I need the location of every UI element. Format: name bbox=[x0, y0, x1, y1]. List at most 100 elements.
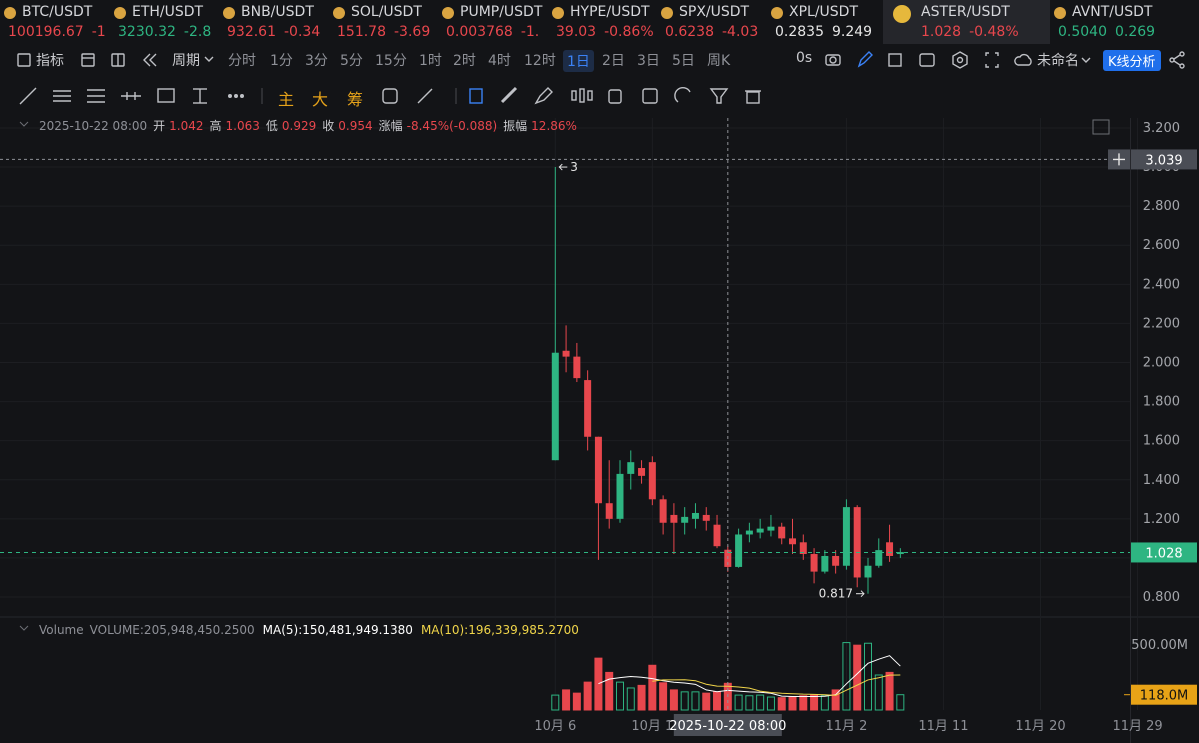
y-tick-label: 2.000 bbox=[1143, 355, 1180, 370]
candle-body bbox=[691, 512, 699, 519]
interval-button[interactable]: 1分 bbox=[270, 53, 293, 69]
interval-button[interactable]: 2日 bbox=[602, 53, 625, 69]
candle-body bbox=[713, 524, 721, 547]
analysis-button[interactable]: K线分析 bbox=[1103, 50, 1161, 71]
ticker-name: HYPE/USDT bbox=[570, 4, 650, 20]
info-open: 1.042 bbox=[169, 119, 203, 133]
ticker-tab[interactable]: AVNT/USDT 0.5040 0.269 bbox=[1050, 0, 1160, 44]
interval-button[interactable]: 周K bbox=[707, 53, 731, 69]
interval-button[interactable]: 12时 bbox=[524, 53, 556, 69]
volume-bar bbox=[788, 696, 797, 711]
candle-body bbox=[778, 526, 786, 539]
info-amplitude: 12.86% bbox=[531, 119, 577, 133]
volume-bar bbox=[605, 671, 614, 711]
candle-body bbox=[864, 565, 872, 578]
y-tick-label: 2.600 bbox=[1143, 238, 1180, 253]
ticker-tab[interactable]: ETH/USDT 3230.32 -2.8 bbox=[110, 0, 220, 44]
ticker-price: 3230.32 bbox=[118, 24, 176, 40]
ticker-quote: 3230.32 -2.8 bbox=[118, 24, 211, 40]
ticker-tab[interactable]: BTC/USDT 100196.67 -1 bbox=[0, 0, 110, 44]
indicator-button[interactable]: 指标 bbox=[36, 53, 64, 69]
candle-body bbox=[735, 534, 743, 567]
ticker-quote: 151.78 -3.69 bbox=[337, 24, 430, 40]
interval-button[interactable]: 1日 bbox=[563, 50, 594, 72]
volume-bar bbox=[680, 691, 689, 711]
drawing-tool-label[interactable]: 主 bbox=[278, 90, 295, 109]
volume-bar bbox=[799, 695, 808, 711]
candle-body bbox=[821, 555, 829, 572]
candle-body bbox=[562, 350, 570, 357]
drawing-tool-label[interactable]: 筹 bbox=[347, 90, 364, 109]
drawing-tool-label[interactable]: 大 bbox=[312, 90, 329, 109]
y-tick-label: 1.800 bbox=[1143, 395, 1180, 410]
volume-tag-label: 118.0M bbox=[1140, 689, 1188, 704]
interval-button[interactable]: 2时 bbox=[453, 53, 476, 69]
candle-body bbox=[875, 550, 883, 566]
interval-button[interactable]: 分时 bbox=[228, 53, 256, 69]
ticker-tab[interactable]: SPX/USDT 0.6238 -4.03 bbox=[657, 0, 767, 44]
candle-body bbox=[681, 516, 689, 523]
collapse-icon bbox=[19, 625, 29, 631]
ticker-quote: 0.6238 -4.03 bbox=[665, 24, 758, 40]
ticker-tab[interactable]: XPL/USDT 0.2835 9.249 bbox=[767, 0, 877, 44]
candle-body bbox=[799, 542, 807, 555]
volume-bar bbox=[713, 691, 722, 711]
interval-button[interactable]: 5分 bbox=[340, 53, 363, 69]
interval-button[interactable]: 1时 bbox=[419, 53, 442, 69]
collapse-icon bbox=[19, 121, 29, 127]
ticker-quote: 100196.67 -1 bbox=[8, 24, 106, 40]
crosshair-date-tag bbox=[673, 714, 782, 736]
ticker-icon bbox=[893, 5, 911, 23]
ticker-price: 0.2835 bbox=[775, 24, 824, 40]
x-tick-label: 11月 2 bbox=[825, 719, 867, 734]
ticker-quote: 932.61 -0.34 bbox=[227, 24, 320, 40]
volume-bar bbox=[648, 664, 657, 711]
volume-bar bbox=[669, 689, 678, 711]
interval-button[interactable]: 4时 bbox=[488, 53, 511, 69]
candle-body bbox=[594, 436, 602, 504]
ticker-tab[interactable]: BNB/USDT 932.61 -0.34 bbox=[219, 0, 329, 44]
ticker-tab[interactable]: ASTER/USDT 1.028 -0.48% bbox=[883, 0, 1050, 44]
info-low: 0.929 bbox=[282, 119, 316, 133]
interval-button[interactable]: 5日 bbox=[672, 53, 695, 69]
ticker-change: -0.86% bbox=[604, 24, 654, 40]
period-button[interactable]: 周期 bbox=[172, 53, 200, 69]
ticker-name: BTC/USDT bbox=[22, 4, 93, 20]
candle-body bbox=[853, 507, 861, 578]
volume-bar bbox=[896, 694, 905, 711]
ticker-name: ETH/USDT bbox=[132, 4, 204, 20]
candle-body bbox=[648, 462, 656, 500]
volume-bar bbox=[831, 689, 840, 711]
interval-button[interactable]: 15分 bbox=[375, 53, 407, 69]
ticker-name: XPL/USDT bbox=[789, 4, 859, 20]
candle-body bbox=[670, 514, 678, 523]
high-arrow-head bbox=[558, 163, 563, 171]
ticker-tab[interactable]: HYPE/USDT 39.03 -0.86% bbox=[548, 0, 658, 44]
volume-ma10: MA(10):196,339,985.2700 bbox=[421, 623, 579, 637]
ticker-change: -3.69 bbox=[394, 24, 431, 40]
volume-title: Volume bbox=[39, 623, 84, 637]
ticker-tab[interactable]: SOL/USDT 151.78 -3.69 bbox=[329, 0, 439, 44]
info-date: 2025-10-22 08:00 bbox=[39, 119, 147, 133]
y-tick-label: 1.600 bbox=[1143, 434, 1180, 449]
ticker-quote: 0.003768 -1. bbox=[446, 24, 539, 40]
candle-body bbox=[605, 503, 613, 519]
ohlc-info: 2025-10-22 08:00 开 1.042 高 1.063 低 0.929 收 0.954… bbox=[39, 118, 577, 133]
candle-body bbox=[627, 462, 635, 474]
ticker-quote: 39.03 -0.86% bbox=[556, 24, 654, 40]
ticker-tab[interactable]: PUMP/USDT 0.003768 -1. bbox=[438, 0, 548, 44]
volume-bar bbox=[702, 692, 711, 711]
toolbar-icons bbox=[17, 51, 1185, 105]
info-label: 收 bbox=[322, 119, 334, 133]
y-tick-label: 2.200 bbox=[1143, 316, 1180, 331]
ticker-icon bbox=[552, 7, 564, 19]
crosshair-price-label: 3.039 bbox=[1145, 153, 1182, 168]
interval-button[interactable]: 3日 bbox=[637, 53, 660, 69]
x-tick-label: 10月 6 bbox=[534, 719, 576, 734]
interval-button[interactable]: 3分 bbox=[305, 53, 328, 69]
layout-name[interactable]: 未命名 bbox=[1037, 53, 1079, 69]
ticker-name: BNB/USDT bbox=[241, 4, 314, 20]
y-tick-label: 2.400 bbox=[1143, 277, 1180, 292]
ticker-change: -0.48% bbox=[969, 24, 1019, 40]
ticker-name: PUMP/USDT bbox=[460, 4, 543, 20]
